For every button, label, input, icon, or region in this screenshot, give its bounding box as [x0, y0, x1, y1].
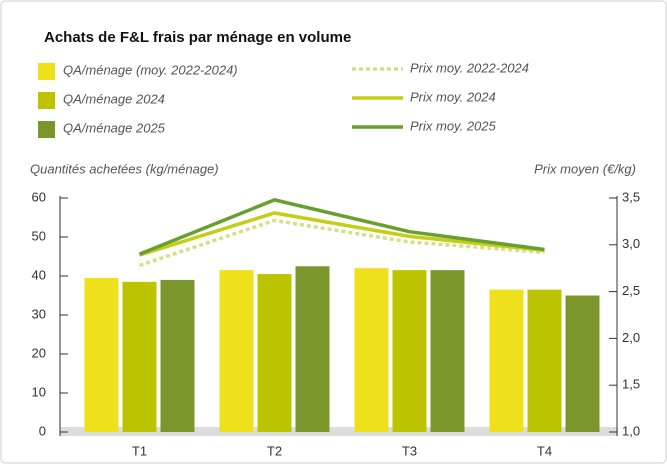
y2-tick-label: 3,0: [622, 236, 640, 251]
y-tick-label: 0: [39, 423, 46, 438]
bar: [565, 295, 600, 432]
price-line: [138, 218, 545, 268]
y-tick-label: 10: [32, 384, 46, 399]
baseline-band: [60, 427, 618, 436]
y-axis-label: Quantités achetées (kg/ménage): [30, 161, 219, 176]
y-tick-label: 40: [32, 267, 46, 282]
y2-tick-label: 2,5: [622, 283, 640, 298]
legend-swatch: [38, 121, 55, 138]
x-tick-label: T1: [132, 443, 147, 458]
y-tick-label: 20: [32, 345, 46, 360]
y-tick-label: 60: [32, 189, 46, 204]
y2-tick-label: 3,5: [622, 189, 640, 204]
legend-label: Prix moy. 2025: [410, 118, 497, 133]
y-tick-label: 30: [32, 306, 46, 321]
bar: [257, 274, 292, 432]
legend-label: QA/ménage 2025: [63, 120, 166, 135]
y2-axis-label: Prix moyen (€/kg): [534, 161, 636, 176]
bar: [527, 289, 562, 432]
bar: [295, 266, 330, 432]
legend-label: Prix moy. 2022-2024: [410, 60, 529, 75]
y2-tick-label: 1,0: [622, 423, 640, 438]
legend-label: QA/ménage (moy. 2022-2024): [63, 62, 238, 77]
bar: [354, 268, 389, 432]
bar: [392, 270, 427, 432]
price-line: [138, 211, 545, 257]
y2-tick-label: 1,5: [622, 377, 640, 392]
legend-label: QA/ménage 2024: [63, 91, 165, 106]
bar: [160, 279, 195, 432]
bar: [84, 277, 119, 432]
x-tick-label: T2: [267, 443, 282, 458]
legend-swatch: [38, 92, 55, 109]
legend-label: Prix moy. 2024: [410, 89, 496, 104]
bar: [219, 270, 254, 432]
bar: [430, 270, 465, 432]
bar: [122, 281, 157, 432]
x-tick-label: T4: [537, 443, 552, 458]
bar: [489, 289, 524, 432]
legend-swatch: [38, 63, 55, 80]
price-line: [138, 198, 545, 256]
chart-title: Achats de F&L frais par ménage en volume: [44, 29, 351, 46]
y2-tick-label: 2,0: [622, 330, 640, 345]
y-tick-label: 50: [32, 228, 46, 243]
x-tick-label: T3: [402, 443, 417, 458]
